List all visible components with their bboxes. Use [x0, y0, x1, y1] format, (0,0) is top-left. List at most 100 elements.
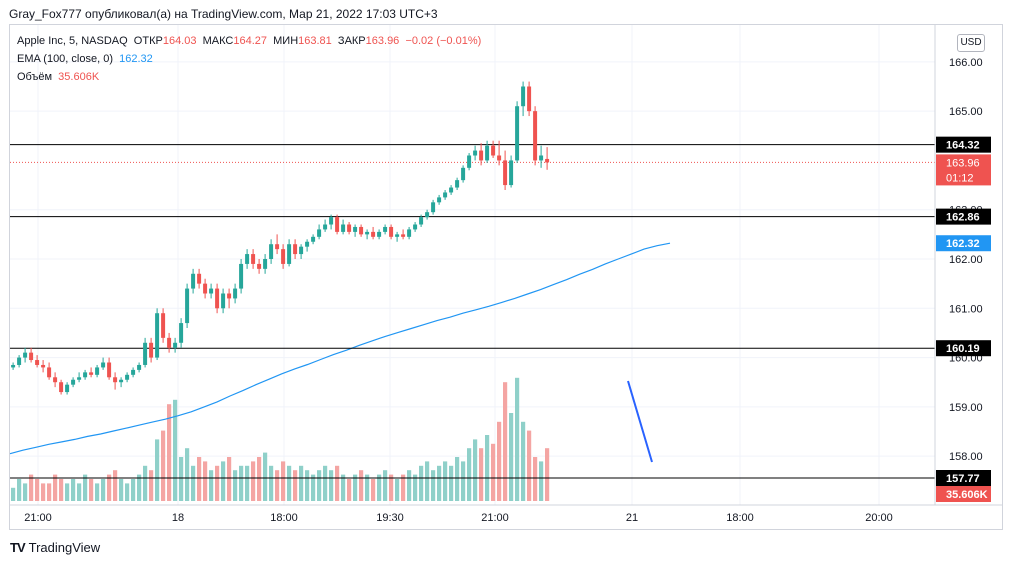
candle-body	[251, 254, 256, 264]
volume-bar	[413, 474, 418, 501]
candle-body	[425, 212, 430, 218]
level-price-tag-bg	[936, 136, 991, 153]
candle-body	[191, 273, 196, 289]
legend-open-label: ОТКР	[133, 35, 163, 47]
legend-ema[interactable]: EMA (100, close, 0) 162.32	[17, 53, 153, 65]
candle-body	[17, 357, 22, 365]
volume-bar	[479, 448, 484, 501]
candle-body	[143, 342, 148, 365]
volume-bar	[485, 435, 490, 501]
volume-bar	[137, 474, 142, 501]
level-price-tag-bg	[936, 208, 991, 225]
candle-body	[305, 241, 310, 247]
volume-bar	[503, 382, 508, 501]
legend-volume[interactable]: Объём 35.606K	[17, 71, 99, 83]
volume-bar	[377, 474, 382, 501]
currency-button[interactable]: USD	[957, 34, 985, 52]
candle-body	[347, 224, 352, 232]
candle-body	[41, 364, 46, 368]
volume-bar	[545, 448, 550, 501]
publisher-line: Gray_Fox777 опубликовал(а) на TradingVie…	[9, 7, 438, 21]
candle-body	[29, 352, 34, 361]
candle-body	[167, 337, 172, 348]
candle-body	[437, 197, 442, 203]
countdown-tag: 01:12	[946, 172, 974, 184]
volume-level-tag: 157.77	[946, 473, 980, 485]
candle-body	[35, 360, 40, 365]
level-price-tag-bg	[936, 340, 991, 357]
volume-bar	[389, 474, 394, 501]
x-tick-label: 21	[626, 512, 638, 524]
volume-value-tag-bg	[936, 486, 991, 502]
candle-body	[239, 263, 244, 289]
volume-bar	[41, 483, 46, 501]
volume-bar	[467, 448, 472, 501]
volume-bar	[473, 439, 478, 501]
volume-bar	[23, 483, 28, 501]
volume-bar	[515, 377, 520, 501]
volume-bar	[149, 470, 154, 501]
legend-close: 163.96	[365, 35, 400, 47]
y-tick-label: 165.00	[949, 106, 983, 118]
legend-ema-value: 162.32	[119, 53, 153, 65]
candle-body	[455, 180, 460, 188]
ema-price-tag-bg	[936, 235, 991, 252]
volume-bar	[191, 465, 196, 501]
candle-body	[203, 283, 208, 294]
legend-symbol[interactable]: Apple Inc, 5, NASDAQ	[17, 35, 128, 47]
volume-bar	[239, 465, 244, 501]
candle-body	[533, 111, 538, 161]
candle-body	[503, 160, 508, 186]
volume-bar	[29, 474, 34, 501]
volume-bar	[533, 457, 538, 501]
candle-body	[257, 263, 262, 269]
level-price-tag: 162.86	[946, 212, 980, 224]
volume-bar	[71, 479, 76, 501]
legend-ema-label: EMA (100, close, 0)	[17, 53, 113, 65]
candle-body	[209, 288, 214, 294]
tradingview-brand[interactable]: TV TradingView	[10, 540, 100, 555]
candle-body	[59, 382, 64, 393]
candle-body	[119, 379, 124, 383]
candle-body	[527, 86, 532, 112]
volume-bar	[173, 399, 178, 501]
volume-bar	[329, 470, 334, 501]
volume-level-tag-bg	[936, 470, 991, 486]
candle-body	[149, 342, 154, 358]
legend-volume-value: 35.606K	[58, 71, 100, 83]
x-tick-label: 18:00	[726, 512, 754, 524]
candle-body	[419, 217, 424, 225]
volume-bar	[185, 448, 190, 501]
brand-name: TradingView	[28, 540, 101, 555]
candle-body	[161, 313, 166, 338]
volume-bar	[113, 470, 118, 501]
candle-body	[95, 367, 100, 375]
legend-change: −0.02 (−0.01%)	[405, 35, 482, 47]
volume-bar	[449, 465, 454, 501]
candle-body	[401, 234, 406, 237]
candle-body	[185, 288, 190, 324]
volume-bar	[311, 474, 316, 501]
candle-body	[341, 224, 346, 232]
candle-body	[269, 244, 274, 259]
candle-body	[71, 379, 76, 385]
volume-bar	[521, 421, 526, 501]
candle-body	[395, 234, 400, 237]
candle-body	[125, 374, 130, 380]
volume-bar	[263, 452, 268, 501]
x-tick-label: 21:00	[24, 512, 52, 524]
candle-body	[365, 231, 370, 235]
volume-bar	[107, 474, 112, 501]
volume-bar	[11, 487, 16, 501]
volume-bar	[317, 470, 322, 501]
candle-body	[101, 362, 106, 368]
candle-body	[389, 226, 394, 237]
volume-bar	[335, 465, 340, 501]
volume-bar	[425, 461, 430, 501]
volume-bar	[509, 413, 514, 501]
candle-body	[245, 254, 250, 264]
volume-bar	[53, 474, 58, 501]
volume-bar	[125, 483, 130, 501]
volume-bar	[275, 470, 280, 501]
